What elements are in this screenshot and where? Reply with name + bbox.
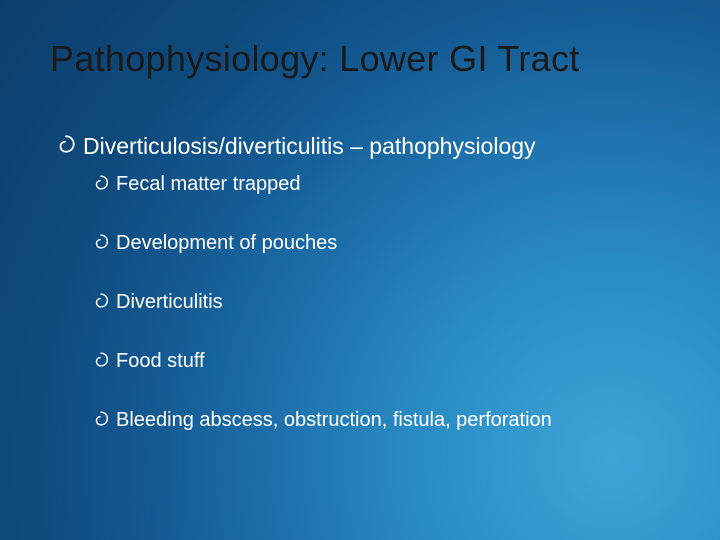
swirl-bullet-icon: [92, 290, 110, 311]
swirl-bullet-icon: [92, 231, 110, 252]
sub-bullet-text: Diverticulitis: [116, 290, 223, 315]
sub-bullet-item: Diverticulitis: [92, 290, 660, 315]
slide-title: Pathophysiology: Lower GI Tract: [50, 36, 680, 81]
main-bullet-text: Diverticulosis/diverticulitis – pathophy…: [83, 132, 536, 161]
sub-bullet-item: Fecal matter trapped: [92, 172, 660, 197]
swirl-bullet-icon: [92, 349, 110, 370]
sub-bullet-item: Bleeding abscess, obstruction, fistula, …: [92, 408, 660, 433]
sub-bullet-text: Bleeding abscess, obstruction, fistula, …: [116, 408, 552, 433]
swirl-bullet-icon: [92, 408, 110, 429]
sub-bullet-item: Development of pouches: [92, 231, 660, 256]
sub-bullet-text: Fecal matter trapped: [116, 172, 301, 197]
sub-bullet-text: Food stuff: [116, 349, 205, 374]
swirl-bullet-icon: [55, 132, 77, 156]
main-bullet: Diverticulosis/diverticulitis – pathophy…: [55, 132, 670, 161]
sub-bullet-list: Fecal matter trapped Development of pouc…: [92, 172, 660, 467]
swirl-bullet-icon: [92, 172, 110, 193]
sub-bullet-text: Development of pouches: [116, 231, 337, 256]
title-text: Pathophysiology: Lower GI Tract: [50, 36, 580, 81]
sub-bullet-item: Food stuff: [92, 349, 660, 374]
slide: Pathophysiology: Lower GI Tract Divertic…: [0, 0, 720, 540]
